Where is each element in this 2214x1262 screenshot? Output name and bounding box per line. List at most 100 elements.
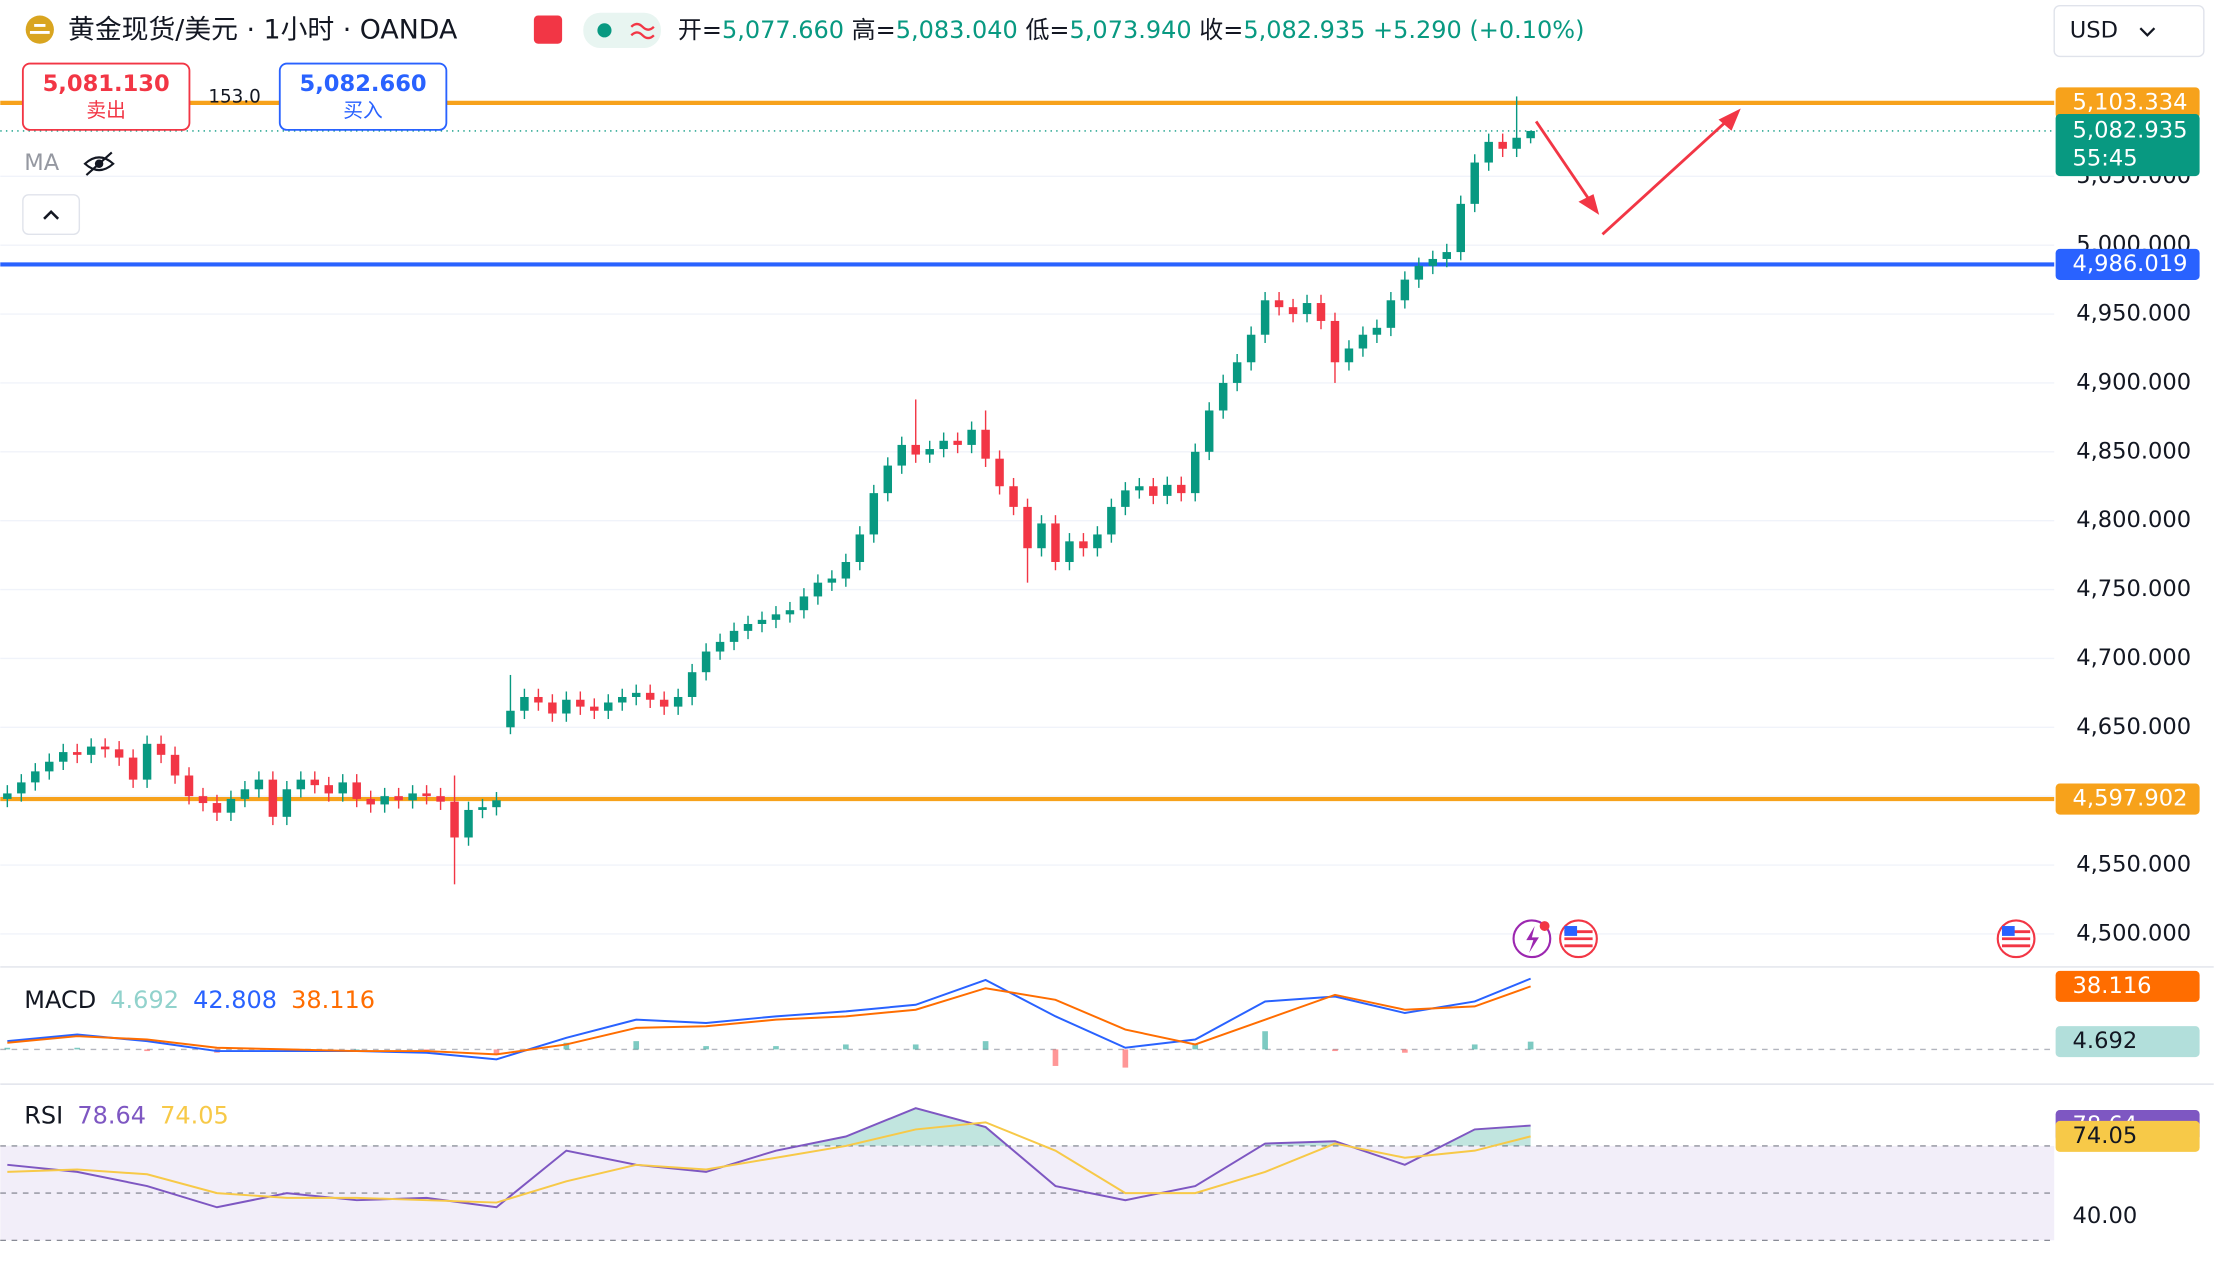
histogram-bar	[1527, 1041, 1534, 1050]
candle-body	[701, 651, 711, 673]
collapse-button[interactable]	[22, 194, 81, 236]
price-badge-label: 4,986.019	[2073, 251, 2188, 277]
buy-label: 买入	[343, 99, 383, 122]
candle-body	[785, 610, 795, 615]
price-badge	[2055, 1120, 2200, 1152]
candle-body	[855, 534, 865, 562]
sell-button[interactable]	[21, 62, 191, 131]
candle-body	[911, 444, 920, 455]
candle-body	[813, 582, 823, 597]
bar-countdown: 55:45	[2073, 146, 2138, 172]
legend-value: 42.808	[193, 986, 277, 1014]
buy-button[interactable]	[278, 62, 448, 131]
price-badge	[2055, 783, 2200, 815]
ohlc-value: 5,073.940	[1070, 16, 1192, 44]
candle-body	[492, 800, 501, 808]
candle-body	[436, 796, 445, 802]
flag-button[interactable]	[533, 15, 563, 44]
candle-body	[254, 779, 264, 790]
y-tick-label: 4,700.000	[2076, 645, 2191, 671]
ohlc-label: 低=	[1025, 16, 1069, 44]
candle-body	[869, 493, 879, 535]
histogram-bar	[982, 1041, 989, 1050]
histogram-bar	[1052, 1049, 1059, 1066]
candle-body	[212, 803, 222, 813]
price-badge-label: 5,103.334	[2073, 89, 2188, 115]
ohlc-value: 5,082.935	[1243, 16, 1365, 44]
histogram-bar	[353, 1049, 360, 1051]
flag-canton	[2001, 926, 2015, 936]
toolbar: 黄金现货/美元 · 1小时 · OANDA 开=5,077.660 高=5,08…	[0, 4, 2214, 1085]
candle-body	[506, 710, 515, 728]
candle-body	[86, 746, 96, 755]
candle-body	[1386, 300, 1396, 328]
candle-body	[1023, 506, 1032, 549]
candle-body	[1274, 300, 1284, 308]
candle-body	[548, 702, 557, 714]
candle-body	[1204, 410, 1214, 452]
candle-body	[1470, 162, 1479, 204]
symbol-title[interactable]: 黄金现货/美元 · 1小时 · OANDA	[68, 15, 458, 46]
status-pill[interactable]	[583, 12, 661, 48]
rsi-line	[7, 1121, 1531, 1204]
y-tick-label: 4,850.000	[2076, 438, 2191, 464]
candle-body	[31, 771, 40, 783]
hide-icon[interactable]	[83, 151, 115, 176]
sell-label: 卖出	[86, 99, 126, 122]
currency-chevron	[2139, 27, 2156, 37]
candle-body	[631, 692, 641, 697]
candle-body	[967, 429, 976, 445]
candle-body	[310, 779, 320, 786]
candle-body	[1302, 303, 1312, 315]
legend-value: 74.05	[160, 1102, 229, 1130]
legend-value: 38.116	[291, 986, 375, 1014]
candle-body	[59, 752, 68, 762]
candle-body	[715, 641, 725, 652]
candle-body	[282, 789, 292, 817]
candle-body	[953, 440, 962, 445]
sell-price: 5,081.130	[43, 71, 170, 97]
price-change: +5.290 (+0.10%)	[1373, 16, 1584, 44]
eye-slash	[85, 151, 113, 176]
y-tick-label: 4,950.000	[2076, 301, 2191, 327]
pane-title: RSI	[24, 1102, 63, 1130]
candle-body	[17, 782, 26, 794]
candle-body	[324, 785, 334, 794]
histogram-bar	[912, 1044, 919, 1050]
candle-body	[618, 696, 627, 703]
candle-body	[226, 798, 236, 813]
candle-body	[1372, 327, 1382, 335]
event-bolt	[1526, 926, 1539, 953]
candle-body	[1163, 484, 1172, 496]
ohlc-label: 高=	[852, 16, 896, 44]
candle-body	[1121, 490, 1130, 507]
candle-body	[827, 578, 837, 583]
candle-body	[1260, 300, 1270, 335]
candle-body	[1400, 279, 1410, 301]
candle-body	[939, 440, 948, 450]
candle-body	[645, 692, 655, 700]
ohlc-label: 开=	[678, 16, 722, 44]
candle-body	[1190, 451, 1200, 494]
histogram-bar	[773, 1046, 779, 1050]
candle-body	[1316, 303, 1326, 321]
candle-body	[100, 746, 110, 750]
event-badge	[1539, 921, 1550, 931]
price-axis: 4,500.0004,550.0004,600.0004,650.0004,70…	[2055, 87, 2200, 1229]
pane-legend: RSI 78.64 74.05	[24, 1102, 229, 1130]
price-badge	[2055, 87, 2200, 119]
price-badge-label: 4,597.902	[2073, 786, 2188, 812]
candle-body	[268, 779, 278, 817]
candle-body	[156, 743, 166, 755]
candle-body	[590, 706, 599, 711]
currency-label: USD	[2070, 18, 2118, 44]
candle-body	[366, 798, 375, 805]
candle-body	[1358, 334, 1368, 349]
candle-body	[1135, 486, 1144, 491]
currency-select[interactable]	[2053, 4, 2205, 58]
price-badge	[2055, 1026, 2200, 1058]
candle-body	[520, 696, 529, 711]
indicator-name[interactable]: MA	[24, 150, 59, 176]
y-tick-label: 40.00	[2073, 1203, 2138, 1229]
histogram-bar	[493, 1049, 500, 1055]
